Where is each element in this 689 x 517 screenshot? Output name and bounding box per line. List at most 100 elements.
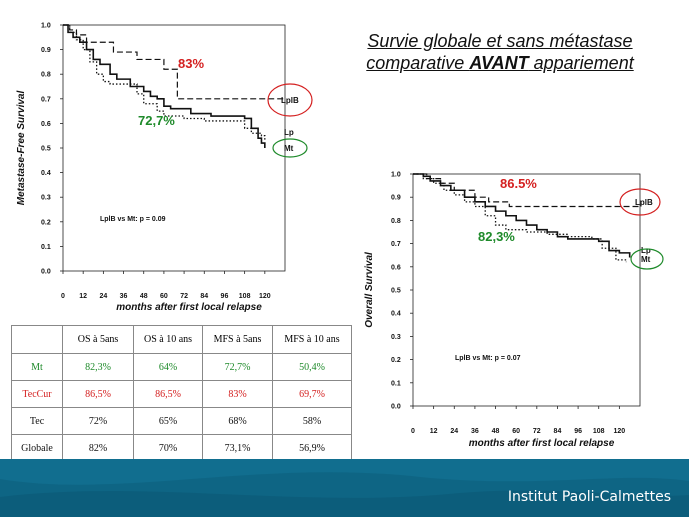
x-tick-label: 36 (120, 293, 128, 300)
slide-title: Survie globale et sans métastase compara… (330, 30, 670, 74)
table-cell: 83% (202, 380, 273, 408)
table-row-label: Mt (11, 353, 63, 381)
table-row: Mt 82,3% 64% 72,7% 50,4% (11, 353, 352, 381)
title-line-1: Survie globale et sans métastase (367, 31, 633, 51)
y-tick-label: 0.8 (41, 72, 51, 79)
table-cell: 73,1% (202, 434, 273, 462)
footer-bar: Institut Paoli-Calmettes (0, 459, 689, 517)
x-tick-label: 36 (471, 428, 479, 435)
x-axis-label: months after first local relapse (469, 438, 615, 449)
table-row-label: TecCur (11, 380, 63, 408)
y-tick-label: 0.1 (41, 244, 51, 251)
legend-circle-lplb (619, 188, 661, 216)
table-header-cell: OS à 5ans (62, 325, 134, 354)
footer-wave (0, 472, 689, 517)
x-tick-label: 12 (430, 428, 438, 435)
p-value-annotation: LplB vs Mt: p = 0.09 (100, 216, 166, 223)
table-cell: 65% (133, 407, 203, 435)
table-cell: 82,3% (62, 353, 134, 381)
y-tick-label: 0.2 (41, 219, 51, 226)
y-tick-label: 0.4 (41, 170, 51, 177)
table-row-label: Tec (11, 407, 63, 435)
x-axis-label: months after first local relapse (116, 302, 262, 313)
series-line-lplb (63, 24, 285, 100)
y-tick-label: 0.6 (41, 121, 51, 128)
legend-circle-mt (272, 138, 308, 158)
plot-frame (412, 173, 641, 407)
title-line-2-post: appariement (528, 53, 634, 73)
x-tick-label: 120 (259, 293, 271, 300)
percent-annotation: 72,7% (138, 113, 175, 128)
table-header-cell: MFS à 5ans (202, 325, 273, 354)
y-tick-label: 1.0 (391, 172, 401, 179)
series-label-lp: Lp (284, 128, 294, 137)
series-label-lplb: LplB (281, 96, 299, 105)
y-tick-label: 1.0 (41, 23, 51, 30)
series-label-mt: Mt (284, 144, 294, 153)
x-tick-label: 120 (614, 428, 626, 435)
x-tick-label: 60 (512, 428, 520, 435)
y-tick-label: 0.1 (391, 380, 401, 387)
mfs-chart: 0.0 0.1 0.2 0.3 0.4 0.5 0.6 0.7 0.8 0.9 1.0 0 12 24 36… (0, 0, 340, 330)
brand-name: Institut Paoli-Calmettes (507, 489, 671, 505)
y-axis-label: Overall Survival (364, 252, 375, 328)
x-tick-label: 24 (99, 293, 107, 300)
title-line-2-bold: AVANT (469, 53, 529, 73)
x-tick-label: 96 (221, 293, 229, 300)
x-tick-label: 0 (61, 293, 65, 300)
y-tick-label: 0.4 (391, 311, 401, 318)
table-row: Globale 82% 70% 73,1% 56,9% (11, 434, 352, 462)
x-tick-label: 84 (200, 293, 208, 300)
title-line-2: comparative AVANT appariement (330, 52, 670, 74)
table-cell: 86,5% (133, 380, 203, 408)
table-row: TecCur 86,5% 86,5% 83% 69,7% (11, 380, 352, 408)
title-line-2-pre: comparative (366, 53, 470, 73)
y-tick-label: 0.0 (41, 269, 51, 276)
table-cell: 56,9% (272, 434, 352, 462)
y-tick-label: 0.2 (391, 357, 401, 364)
x-tick-label: 96 (574, 428, 582, 435)
y-tick-label: 0.9 (391, 195, 401, 202)
series-line-mt (413, 173, 627, 263)
y-tick-label: 0.3 (391, 334, 401, 341)
table-cell: 72% (62, 407, 134, 435)
table-cell: 64% (133, 353, 203, 381)
x-tick-label: 48 (140, 293, 148, 300)
table-header-cell (11, 325, 63, 354)
table-cell: 69,7% (272, 380, 352, 408)
table-cell: 70% (133, 434, 203, 462)
y-tick-label: 0.5 (391, 288, 401, 295)
table-cell: 58% (272, 407, 352, 435)
table-row: Tec 72% 65% 68% 58% (11, 407, 352, 435)
x-tick-label: 0 (411, 428, 415, 435)
table-cell: 86,5% (62, 380, 134, 408)
y-tick-label: 0.0 (391, 404, 401, 411)
y-tick-label: 0.9 (41, 47, 51, 54)
x-tick-label: 84 (554, 428, 562, 435)
table-cell: 72,7% (202, 353, 273, 381)
x-tick-label: 48 (492, 428, 500, 435)
y-tick-label: 0.5 (41, 146, 51, 153)
x-tick-label: 24 (450, 428, 458, 435)
series-line-lp (413, 173, 631, 258)
p-value-annotation: LplB vs Mt: p = 0.07 (455, 355, 521, 362)
percent-annotation: 86.5% (500, 176, 537, 191)
series-label-mt: Mt (641, 255, 651, 264)
series-line-lp (63, 24, 266, 148)
x-tick-label: 108 (239, 293, 251, 300)
legend-circle-mt (630, 248, 664, 270)
table-body: Mt 82,3% 64% 72,7% 50,4% TecCur 86,5% 86,5% 83% 6… (11, 353, 352, 462)
y-tick-label: 0.8 (391, 218, 401, 225)
y-tick-label: 0.6 (391, 264, 401, 271)
y-tick-label: 0.7 (41, 96, 51, 103)
series-label-lplb: LplB (635, 198, 653, 207)
legend-circle-lplb (267, 83, 313, 117)
table-cell: 68% (202, 407, 273, 435)
os-chart: 0.0 0.1 0.2 0.3 0.4 0.5 0.6 0.7 0.8 0.9 1.0 0 12 24 36… (340, 160, 689, 464)
y-tick-label: 0.7 (391, 241, 401, 248)
percent-annotation: 83% (178, 56, 204, 71)
os-chart-svg: 0.0 0.1 0.2 0.3 0.4 0.5 0.6 0.7 0.8 0.9 1.0 0 12 24 36… (364, 172, 664, 449)
x-tick-label: 72 (180, 293, 188, 300)
table-cell: 50,4% (272, 353, 352, 381)
